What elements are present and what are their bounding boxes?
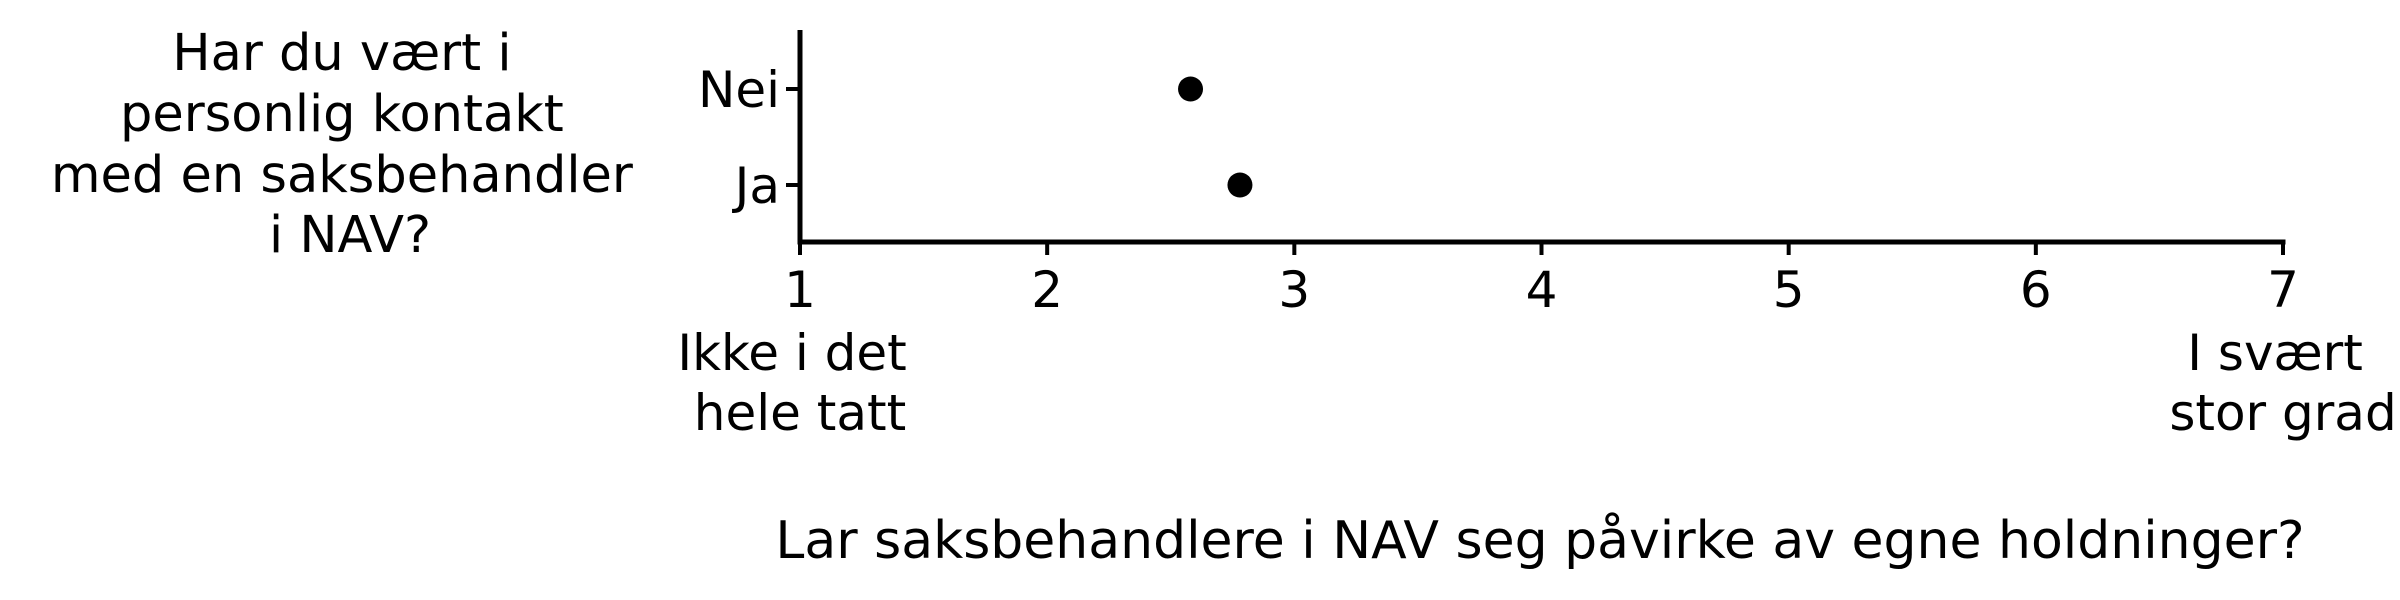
x-tick-label: 1 bbox=[784, 261, 816, 319]
y-axis-title-line-3: med en saksbehandler bbox=[51, 146, 633, 205]
x-ticks: 1 2 3 4 5 6 7 bbox=[784, 242, 2299, 319]
x-anchor-low-line-1: Ikke i det bbox=[677, 324, 906, 382]
y-axis-title: Har du vært i personlig kontakt med en s… bbox=[51, 24, 649, 265]
y-tick-label: Nei bbox=[698, 61, 780, 119]
y-axis-title-line-4: i NAV? bbox=[269, 206, 431, 265]
axes: Nei Ja bbox=[698, 30, 2286, 245]
y-axis-title-line-1: Har du vært i bbox=[172, 24, 511, 83]
x-axis-title: Lar saksbehandlere i NAV seg påvirke av … bbox=[775, 511, 2304, 571]
x-tick-label: 3 bbox=[1278, 261, 1310, 319]
x-anchor-high-line-1: I svært bbox=[2187, 324, 2363, 382]
data-point bbox=[1227, 172, 1253, 198]
y-axis-title-line-2: personlig kontakt bbox=[120, 85, 564, 144]
y-tick-label: Ja bbox=[732, 157, 780, 215]
data-point bbox=[1178, 76, 1204, 102]
x-tick-label: 2 bbox=[1031, 261, 1063, 319]
x-tick-label: 7 bbox=[2267, 261, 2299, 319]
x-tick-label: 4 bbox=[1526, 261, 1558, 319]
x-anchor-high-line-2: stor grad bbox=[2169, 384, 2396, 442]
x-tick-label: 6 bbox=[2020, 261, 2052, 319]
data-points bbox=[1178, 76, 1253, 198]
x-anchor-low: Ikke i det hele tatt bbox=[677, 324, 922, 442]
x-tick-label: 5 bbox=[1773, 261, 1805, 319]
x-anchor-high: I svært stor grad bbox=[2169, 324, 2396, 442]
x-anchor-low-line-2: hele tatt bbox=[694, 384, 906, 442]
